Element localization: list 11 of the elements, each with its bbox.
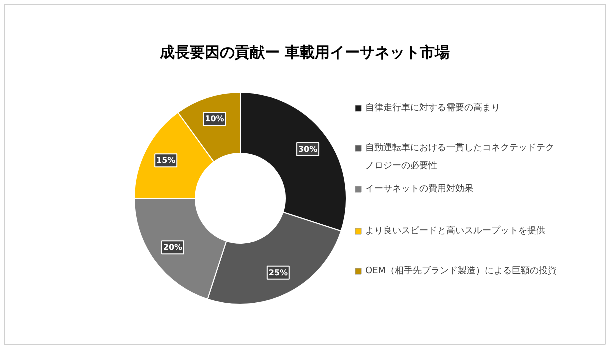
legend-label: イーサネットの費用対効果 xyxy=(366,184,474,194)
data-label: 15% xyxy=(156,156,176,166)
chart-title: 成長要因の貢献ー 車載用イーサネット市場 xyxy=(158,44,450,62)
data-label: 25% xyxy=(268,268,288,278)
legend-label: 自動運転車における一貫したコネクテッドテクノロジーの必要性 xyxy=(366,142,554,172)
legend-label: OEM（相手先ブランド製造）による巨額の投資 xyxy=(366,266,558,276)
data-label: 20% xyxy=(163,243,183,252)
legend-label: 自律走行車に対する需要の高まり xyxy=(366,102,500,114)
legend-label: より良いスピードと高いスループットを提供 xyxy=(366,226,546,236)
data-label: 30% xyxy=(298,144,318,154)
data-label: 10% xyxy=(205,114,224,124)
